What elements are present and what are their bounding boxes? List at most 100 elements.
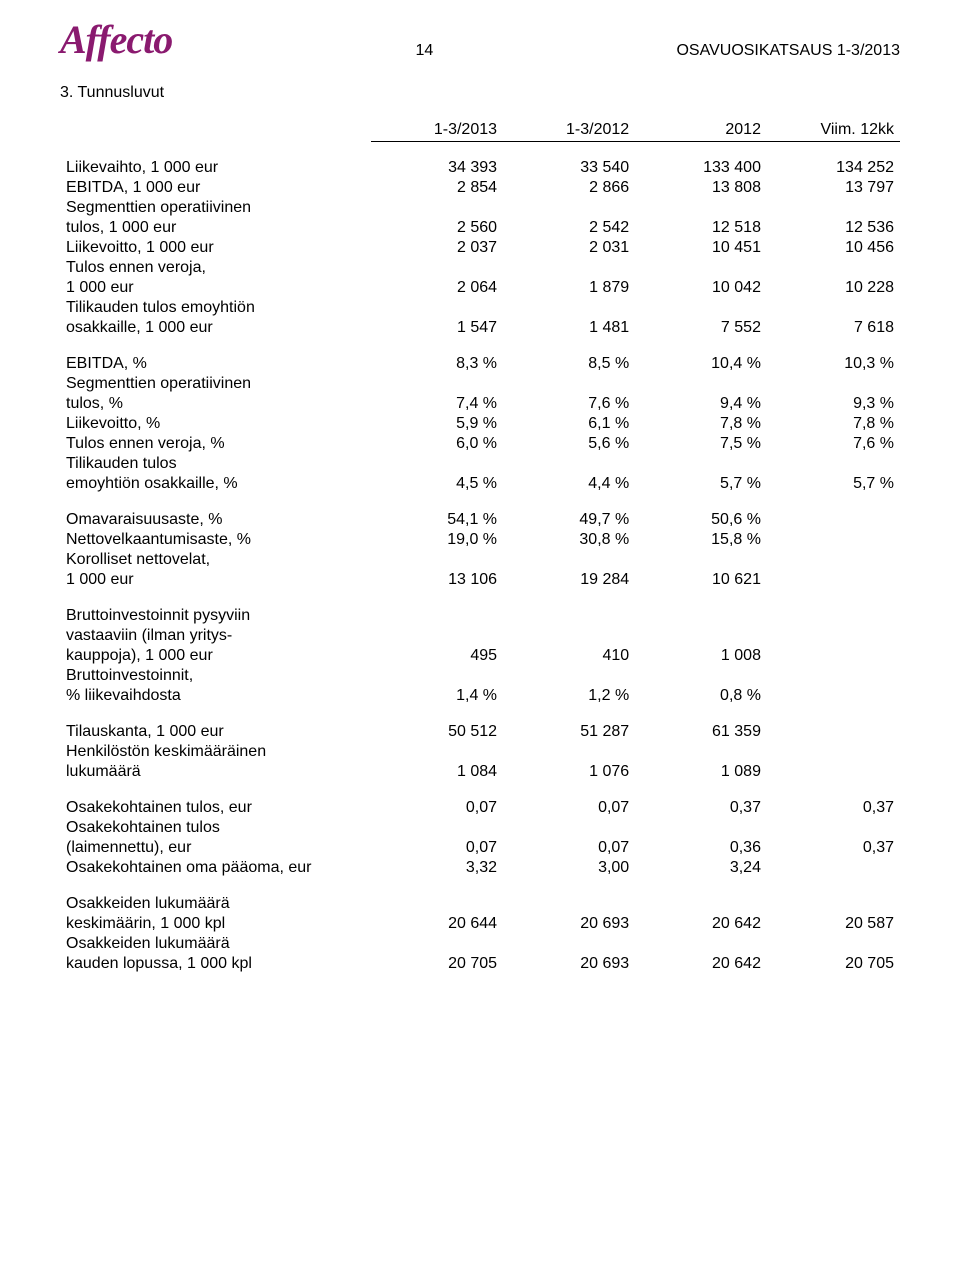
table-row: Tilikauden tulos emoyhtiön xyxy=(60,298,900,318)
cell: 3,24 xyxy=(635,858,767,878)
row-label: keskimäärin, 1 000 kpl xyxy=(60,914,371,934)
table-row: Korolliset nettovelat, xyxy=(60,550,900,570)
cell: 7 618 xyxy=(767,318,900,338)
section-title: 3. Tunnusluvut xyxy=(60,84,900,102)
cell: 15,8 % xyxy=(635,530,767,550)
table-row: Liikevoitto, % 5,9 % 6,1 % 7,8 % 7,8 % xyxy=(60,414,900,434)
row-label: EBITDA, 1 000 eur xyxy=(60,178,371,198)
cell: 19 284 xyxy=(503,570,635,590)
cell xyxy=(767,686,900,706)
row-label: Segmenttien operatiivinen xyxy=(60,374,371,394)
cell xyxy=(767,570,900,590)
row-label: Tilauskanta, 1 000 eur xyxy=(60,722,371,742)
cell: 0,37 xyxy=(767,798,900,818)
cell: 6,1 % xyxy=(503,414,635,434)
row-label: (laimennettu), eur xyxy=(60,838,371,858)
table-row: vastaaviin (ilman yritys- xyxy=(60,626,900,646)
cell: 12 518 xyxy=(635,218,767,238)
cell: 12 536 xyxy=(767,218,900,238)
cell: 10,4 % xyxy=(635,354,767,374)
row-label: vastaaviin (ilman yritys- xyxy=(60,626,371,646)
cell: 7 552 xyxy=(635,318,767,338)
row-label: Tulos ennen veroja, xyxy=(60,258,371,278)
table-row: Osakkeiden lukumäärä xyxy=(60,894,900,914)
row-label: Osakkeiden lukumäärä xyxy=(60,934,371,954)
row-label: Bruttoinvestoinnit, xyxy=(60,666,371,686)
row-label: % liikevaihdosta xyxy=(60,686,371,706)
row-label: Bruttoinvestoinnit pysyviin xyxy=(60,606,371,626)
row-label: emoyhtiön osakkaille, % xyxy=(60,474,371,494)
cell: 1 089 xyxy=(635,762,767,782)
cell: 1 481 xyxy=(503,318,635,338)
financial-table: 1-3/2013 1-3/2012 2012 Viim. 12kk Liikev… xyxy=(60,120,900,974)
table-row: emoyhtiön osakkaille, % 4,5 % 4,4 % 5,7 … xyxy=(60,474,900,494)
row-label: Nettovelkaantumisaste, % xyxy=(60,530,371,550)
cell: 49,7 % xyxy=(503,510,635,530)
row-label: Korolliset nettovelat, xyxy=(60,550,371,570)
cell: 133 400 xyxy=(635,158,767,178)
cell: 134 252 xyxy=(767,158,900,178)
table-row: Tilauskanta, 1 000 eur 50 512 51 287 61 … xyxy=(60,722,900,742)
cell xyxy=(767,510,900,530)
cell: 51 287 xyxy=(503,722,635,742)
cell: 7,6 % xyxy=(767,434,900,454)
row-label: Liikevoitto, % xyxy=(60,414,371,434)
cell: 0,07 xyxy=(503,798,635,818)
row-label: Osakekohtainen oma pääoma, eur xyxy=(60,858,371,878)
cell: 0,07 xyxy=(371,798,503,818)
row-label: kauden lopussa, 1 000 kpl xyxy=(60,954,371,974)
cell: 5,7 % xyxy=(635,474,767,494)
page-container: Affecto 14 OSAVUOSIKATSAUS 1-3/2013 3. T… xyxy=(0,0,960,1014)
cell: 50 512 xyxy=(371,722,503,742)
cell: 61 359 xyxy=(635,722,767,742)
cell: 20 693 xyxy=(503,954,635,974)
table-row: tulos, 1 000 eur 2 560 2 542 12 518 12 5… xyxy=(60,218,900,238)
col-header: 1-3/2012 xyxy=(503,120,635,142)
cell: 8,3 % xyxy=(371,354,503,374)
row-label: Omavaraisuusaste, % xyxy=(60,510,371,530)
cell: 1 076 xyxy=(503,762,635,782)
cell: 0,37 xyxy=(635,798,767,818)
table-row: kauppoja), 1 000 eur 495 410 1 008 xyxy=(60,646,900,666)
cell: 4,5 % xyxy=(371,474,503,494)
page-header: Affecto 14 OSAVUOSIKATSAUS 1-3/2013 xyxy=(60,20,900,60)
cell: 9,3 % xyxy=(767,394,900,414)
row-label: Tilikauden tulos emoyhtiön xyxy=(60,298,371,318)
cell: 1,4 % xyxy=(371,686,503,706)
cell: 20 642 xyxy=(635,954,767,974)
cell: 6,0 % xyxy=(371,434,503,454)
cell: 1 008 xyxy=(635,646,767,666)
table-row: keskimäärin, 1 000 kpl 20 644 20 693 20 … xyxy=(60,914,900,934)
cell: 20 642 xyxy=(635,914,767,934)
cell: 0,37 xyxy=(767,838,900,858)
cell xyxy=(767,722,900,742)
row-label: 1 000 eur xyxy=(60,570,371,590)
cell: 2 560 xyxy=(371,218,503,238)
company-logo: Affecto xyxy=(60,20,172,60)
row-label: tulos, 1 000 eur xyxy=(60,218,371,238)
cell: 13 808 xyxy=(635,178,767,198)
row-label: tulos, % xyxy=(60,394,371,414)
cell: 10 456 xyxy=(767,238,900,258)
cell: 20 705 xyxy=(371,954,503,974)
table-row: Segmenttien operatiivinen xyxy=(60,374,900,394)
cell: 3,00 xyxy=(503,858,635,878)
row-label: Liikevaihto, 1 000 eur xyxy=(60,158,371,178)
cell: 33 540 xyxy=(503,158,635,178)
cell: 1 084 xyxy=(371,762,503,782)
cell: 0,36 xyxy=(635,838,767,858)
row-label: Osakekohtainen tulos, eur xyxy=(60,798,371,818)
table-row: tulos, % 7,4 % 7,6 % 9,4 % 9,3 % xyxy=(60,394,900,414)
cell: 20 644 xyxy=(371,914,503,934)
row-label: osakkaille, 1 000 eur xyxy=(60,318,371,338)
table-row: Tilikauden tulos xyxy=(60,454,900,474)
table-row: EBITDA, 1 000 eur 2 854 2 866 13 808 13 … xyxy=(60,178,900,198)
table-header-row: 1-3/2013 1-3/2012 2012 Viim. 12kk xyxy=(60,120,900,142)
table-row: Osakekohtainen tulos, eur 0,07 0,07 0,37… xyxy=(60,798,900,818)
table-row: Omavaraisuusaste, % 54,1 % 49,7 % 50,6 % xyxy=(60,510,900,530)
cell: 5,7 % xyxy=(767,474,900,494)
cell xyxy=(767,646,900,666)
table-row: osakkaille, 1 000 eur 1 547 1 481 7 552 … xyxy=(60,318,900,338)
cell: 30,8 % xyxy=(503,530,635,550)
cell: 34 393 xyxy=(371,158,503,178)
